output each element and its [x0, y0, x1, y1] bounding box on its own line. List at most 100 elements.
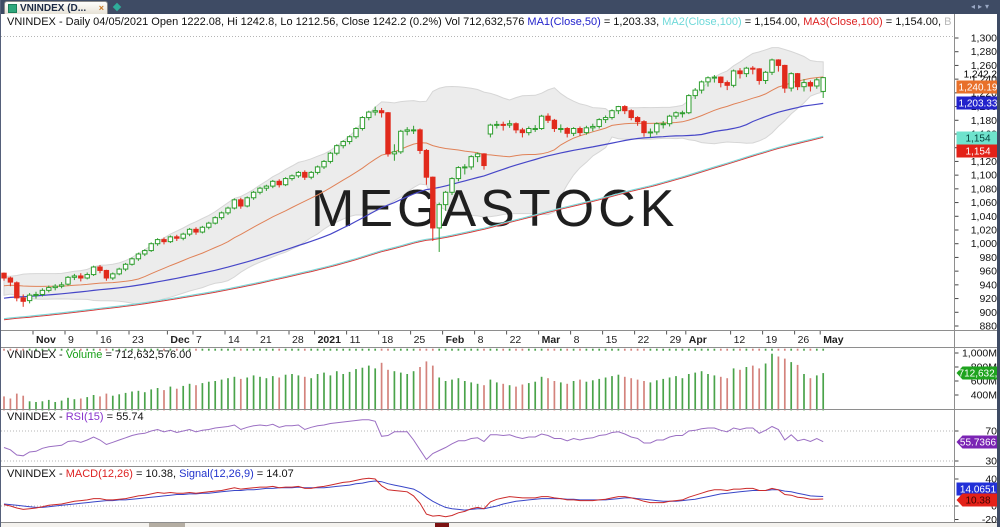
candle-body: [673, 112, 679, 117]
price-panel-header: VNINDEX - Daily 04/05/2021 Open 1222.08,…: [7, 16, 951, 28]
candle-body: [782, 64, 788, 89]
candle-body: [250, 191, 257, 199]
date-tick-label: 11: [350, 334, 361, 346]
candle-body: [801, 82, 807, 88]
axis-tick-label: 1,020: [971, 224, 997, 236]
candle-body: [26, 294, 33, 302]
date-tick-label: 7: [196, 334, 202, 346]
new-tab-diamond-icon[interactable]: [112, 2, 122, 12]
candle-body: [519, 129, 526, 134]
value-badge-label: 1,154: [965, 134, 990, 145]
axis-tick-label: 1,100: [971, 170, 997, 182]
date-tick-label: 26: [798, 334, 810, 346]
axis-tick-label: 1,080: [971, 183, 997, 195]
candle-body: [705, 77, 711, 83]
candle-body: [84, 274, 90, 279]
candle-body: [282, 178, 289, 186]
candle-body: [263, 185, 270, 189]
candle-body: [641, 121, 647, 134]
axis-tick-label: 1,000: [971, 238, 997, 250]
candle-body: [718, 76, 724, 84]
axis-tick-label: 1,180: [971, 115, 997, 127]
value-badge-label: 712,632,: [959, 369, 998, 380]
date-tick-label: 29: [670, 334, 682, 346]
candle-body: [385, 112, 391, 155]
macd-panel-header: VNINDEX - MACD(12,26) = 10.38, Signal(12…: [7, 468, 294, 480]
candle-body: [218, 212, 225, 219]
value-badge-label: 10.38: [965, 496, 990, 507]
candle-body: [302, 171, 308, 178]
axis-tick-label: 400M: [971, 390, 997, 402]
tab-menu-icon[interactable]: ▾: [984, 2, 992, 11]
bottom-strip-gray-box: [149, 523, 185, 527]
value-badge-label: 1,154: [965, 147, 990, 158]
candle-body: [52, 285, 58, 289]
candle-body: [570, 128, 577, 134]
candle-body: [186, 228, 193, 235]
axis-tick-label: 940: [979, 279, 997, 291]
date-tick-label: 12: [734, 334, 746, 346]
tab-title: VNINDEX (D...: [20, 2, 87, 14]
candle-body: [122, 263, 129, 270]
candle-body: [174, 236, 180, 239]
date-tick-label: 9: [68, 334, 74, 346]
candle-body: [769, 59, 775, 73]
header-segment: RSI(15): [65, 411, 104, 423]
candle-body: [116, 268, 122, 275]
value-badge: [956, 131, 998, 145]
axis-badges: 1,242.2 1,240.19 1,203.33 1,154 1,154 712,632…: [956, 70, 998, 507]
header-segment: VNINDEX -: [7, 468, 66, 480]
candle-body: [39, 289, 46, 295]
candle-body: [276, 180, 282, 186]
candle-body: [334, 145, 340, 154]
candle-body: [340, 141, 346, 147]
header-segment: VNINDEX -: [7, 411, 66, 423]
candle-body: [410, 129, 417, 132]
candle-body: [487, 124, 494, 135]
candle-body: [103, 269, 110, 279]
ma1-line: [3, 102, 824, 299]
candle-body: [110, 273, 116, 279]
candle-body: [743, 67, 750, 75]
axis-tick-label: 1,120: [971, 156, 997, 168]
candle-body: [647, 131, 654, 134]
candle-body: [154, 239, 161, 245]
candle-body: [180, 233, 186, 239]
axis-tick-label: 880: [979, 320, 997, 332]
axis-tick-label: 1,040: [971, 211, 997, 223]
tab-close-icon[interactable]: ×: [98, 2, 104, 13]
date-tick-label: Feb: [446, 334, 465, 346]
candle-body: [577, 128, 583, 134]
candle-body: [391, 151, 398, 155]
candle-body: [404, 129, 410, 132]
candle-body: [500, 123, 506, 126]
date-tick-label: 22: [510, 334, 522, 346]
date-tick-label: 25: [414, 334, 426, 346]
axis-tick-label: 40: [985, 474, 997, 486]
candle-body: [615, 106, 622, 112]
tab-vnindex[interactable]: VNINDEX (D... ×: [4, 1, 108, 14]
scroll-right-icon[interactable]: ▸: [977, 2, 985, 11]
value-badge: [956, 493, 998, 507]
candle-body: [314, 166, 321, 173]
candle-body: [353, 128, 359, 138]
axis-tick-label: 980: [979, 252, 997, 264]
date-axis[interactable]: Nov 9 16 23 Dec 7 14 21 28 2021 11 18 25 Feb 8 22 Mar 8 15…: [32, 331, 844, 346]
candle-body: [814, 79, 820, 87]
candle-body: [206, 222, 212, 228]
volume-bars: [3, 348, 825, 411]
candle-body: [558, 128, 564, 131]
date-tick-label: 2021: [318, 334, 342, 346]
value-badge: [956, 144, 998, 158]
candle-body: [634, 117, 641, 123]
scroll-left-icon[interactable]: ◂: [970, 2, 978, 11]
candle-body: [417, 129, 423, 151]
header-segment: BBTop(Close,20,2): [944, 16, 951, 28]
header-segment: = 1,154.00,: [741, 16, 804, 28]
candle-body: [724, 82, 730, 86]
macd-signal-line: [3, 480, 824, 511]
candle-body: [199, 226, 206, 233]
candle-body: [474, 153, 481, 158]
